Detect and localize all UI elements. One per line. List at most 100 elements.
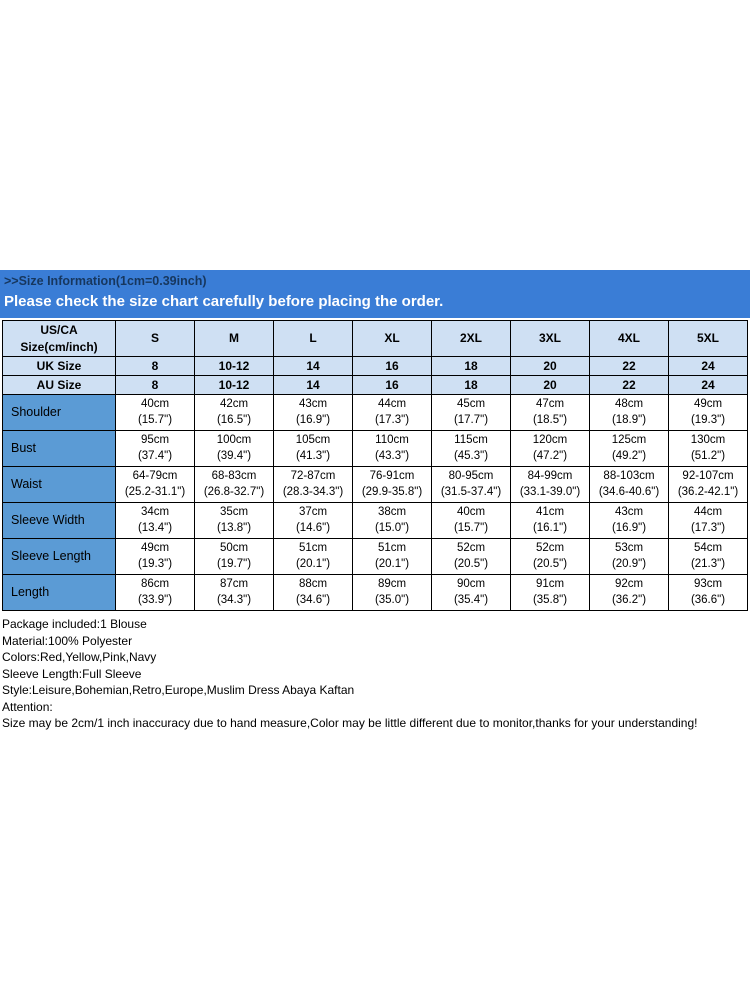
table-row-sleeve-width: Sleeve Width 34cm (13.4") 35cm (13.8") 3… bbox=[2, 502, 748, 540]
detail-sleeve-length: Sleeve Length:Full Sleeve bbox=[2, 666, 142, 681]
size-chart-notice: Please check the size chart carefully be… bbox=[4, 293, 444, 310]
size-cell: 10-12 bbox=[194, 375, 274, 396]
measure-cell: 45cm (17.7") bbox=[431, 394, 511, 432]
measure-cell: 41cm (16.1") bbox=[510, 502, 590, 540]
measure-cell: 49cm (19.3") bbox=[115, 538, 195, 576]
size-cell: 18 bbox=[431, 375, 511, 396]
detail-attention-text: Size may be 2cm/1 inch inaccuracy due to… bbox=[2, 716, 698, 731]
table-row-length: Length 86cm (33.9") 87cm (34.3") 88cm (3… bbox=[2, 574, 748, 612]
measure-cell: 52cm (20.5") bbox=[510, 538, 590, 576]
measure-cell: 44cm (17.3") bbox=[352, 394, 432, 432]
measure-cell: 76-91cm (29.9-35.8") bbox=[352, 466, 432, 504]
row-label-bust: Bust bbox=[2, 430, 116, 468]
size-cell: 24 bbox=[668, 355, 748, 377]
size-cell: 22 bbox=[589, 375, 669, 396]
detail-attention-label: Attention: bbox=[2, 699, 53, 714]
table-header-row: US/CA Size(cm/inch) S M L XL 2XL 3XL 4XL… bbox=[2, 320, 748, 357]
measure-cell: 44cm (17.3") bbox=[668, 502, 748, 540]
detail-colors: Colors:Red,Yellow,Pink,Navy bbox=[2, 650, 157, 665]
size-cell: 20 bbox=[510, 375, 590, 396]
size-info-title: >>Size Information(1cm=0.39inch) bbox=[4, 274, 207, 288]
table-row-sleeve-length: Sleeve Length 49cm (19.3") 50cm (19.7") … bbox=[2, 538, 748, 576]
measure-cell: 100cm (39.4") bbox=[194, 430, 274, 468]
measure-cell: 53cm (20.9") bbox=[589, 538, 669, 576]
measure-cell: 64-79cm (25.2-31.1") bbox=[115, 466, 195, 504]
measure-cell: 42cm (16.5") bbox=[194, 394, 274, 432]
measure-cell: 92cm (36.2") bbox=[589, 574, 669, 612]
measure-cell: 88-103cm (34.6-40.6") bbox=[589, 466, 669, 504]
measure-cell: 51cm (20.1") bbox=[273, 538, 353, 576]
measure-cell: 43cm (16.9") bbox=[589, 502, 669, 540]
measure-cell: 35cm (13.8") bbox=[194, 502, 274, 540]
measure-cell: 89cm (35.0") bbox=[352, 574, 432, 612]
size-cell: 16 bbox=[352, 375, 432, 396]
col-header-2xl: 2XL bbox=[431, 320, 511, 357]
measure-cell: 43cm (16.9") bbox=[273, 394, 353, 432]
product-details-block: Package included:1 Blouse Material:100% … bbox=[2, 616, 750, 732]
col-header-3xl: 3XL bbox=[510, 320, 590, 357]
corner-header: US/CA Size(cm/inch) bbox=[2, 320, 116, 357]
measure-cell: 115cm (45.3") bbox=[431, 430, 511, 468]
measure-cell: 80-95cm (31.5-37.4") bbox=[431, 466, 511, 504]
measure-cell: 95cm (37.4") bbox=[115, 430, 195, 468]
measure-cell: 88cm (34.6") bbox=[273, 574, 353, 612]
size-cell: 14 bbox=[273, 355, 353, 377]
size-cell: 8 bbox=[115, 355, 195, 377]
size-cell: 14 bbox=[273, 375, 353, 396]
measure-cell: 120cm (47.2") bbox=[510, 430, 590, 468]
measure-cell: 90cm (35.4") bbox=[431, 574, 511, 612]
measure-cell: 40cm (15.7") bbox=[115, 394, 195, 432]
size-cell: 8 bbox=[115, 375, 195, 396]
table-row-shoulder: Shoulder 40cm (15.7") 42cm (16.5") 43cm … bbox=[2, 394, 748, 432]
col-header-l: L bbox=[273, 320, 353, 357]
measure-cell: 87cm (34.3") bbox=[194, 574, 274, 612]
measure-cell: 72-87cm (28.3-34.3") bbox=[273, 466, 353, 504]
measure-cell: 68-83cm (26.8-32.7") bbox=[194, 466, 274, 504]
measure-cell: 49cm (19.3") bbox=[668, 394, 748, 432]
row-label-au-size: AU Size bbox=[2, 375, 116, 396]
row-label-sleeve-width: Sleeve Width bbox=[2, 502, 116, 540]
measure-cell: 93cm (36.6") bbox=[668, 574, 748, 612]
table-row-waist: Waist 64-79cm (25.2-31.1") 68-83cm (26.8… bbox=[2, 466, 748, 504]
measure-cell: 54cm (21.3") bbox=[668, 538, 748, 576]
col-header-5xl: 5XL bbox=[668, 320, 748, 357]
size-cell: 24 bbox=[668, 375, 748, 396]
measure-cell: 130cm (51.2") bbox=[668, 430, 748, 468]
row-label-length: Length bbox=[2, 574, 116, 612]
row-label-sleeve-length: Sleeve Length bbox=[2, 538, 116, 576]
size-cell: 22 bbox=[589, 355, 669, 377]
detail-material: Material:100% Polyester bbox=[2, 633, 133, 648]
measure-cell: 52cm (20.5") bbox=[431, 538, 511, 576]
measure-cell: 48cm (18.9") bbox=[589, 394, 669, 432]
measure-cell: 47cm (18.5") bbox=[510, 394, 590, 432]
size-information-section: >>Size Information(1cm=0.39inch) Please … bbox=[0, 270, 750, 732]
size-chart-table: US/CA Size(cm/inch) S M L XL 2XL 3XL 4XL… bbox=[2, 320, 748, 612]
size-cell: 18 bbox=[431, 355, 511, 377]
measure-cell: 34cm (13.4") bbox=[115, 502, 195, 540]
table-row-uk-size: UK Size 8 10-12 14 16 18 20 22 24 bbox=[2, 355, 748, 377]
measure-cell: 51cm (20.1") bbox=[352, 538, 432, 576]
measure-cell: 86cm (33.9") bbox=[115, 574, 195, 612]
col-header-4xl: 4XL bbox=[589, 320, 669, 357]
measure-cell: 110cm (43.3") bbox=[352, 430, 432, 468]
measure-cell: 37cm (14.6") bbox=[273, 502, 353, 540]
size-cell: 10-12 bbox=[194, 355, 274, 377]
detail-style: Style:Leisure,Bohemian,Retro,Europe,Musl… bbox=[2, 683, 355, 698]
col-header-s: S bbox=[115, 320, 195, 357]
measure-cell: 92-107cm (36.2-42.1") bbox=[668, 466, 748, 504]
size-cell: 20 bbox=[510, 355, 590, 377]
size-cell: 16 bbox=[352, 355, 432, 377]
row-label-shoulder: Shoulder bbox=[2, 394, 116, 432]
measure-cell: 84-99cm (33.1-39.0") bbox=[510, 466, 590, 504]
measure-cell: 38cm (15.0") bbox=[352, 502, 432, 540]
row-label-waist: Waist bbox=[2, 466, 116, 504]
row-label-uk-size: UK Size bbox=[2, 355, 116, 377]
measure-cell: 105cm (41.3") bbox=[273, 430, 353, 468]
col-header-xl: XL bbox=[352, 320, 432, 357]
size-info-banner: >>Size Information(1cm=0.39inch) Please … bbox=[0, 270, 750, 318]
measure-cell: 125cm (49.2") bbox=[589, 430, 669, 468]
detail-package-included: Package included:1 Blouse bbox=[2, 617, 147, 632]
table-row-au-size: AU Size 8 10-12 14 16 18 20 22 24 bbox=[2, 375, 748, 396]
measure-cell: 40cm (15.7") bbox=[431, 502, 511, 540]
col-header-m: M bbox=[194, 320, 274, 357]
